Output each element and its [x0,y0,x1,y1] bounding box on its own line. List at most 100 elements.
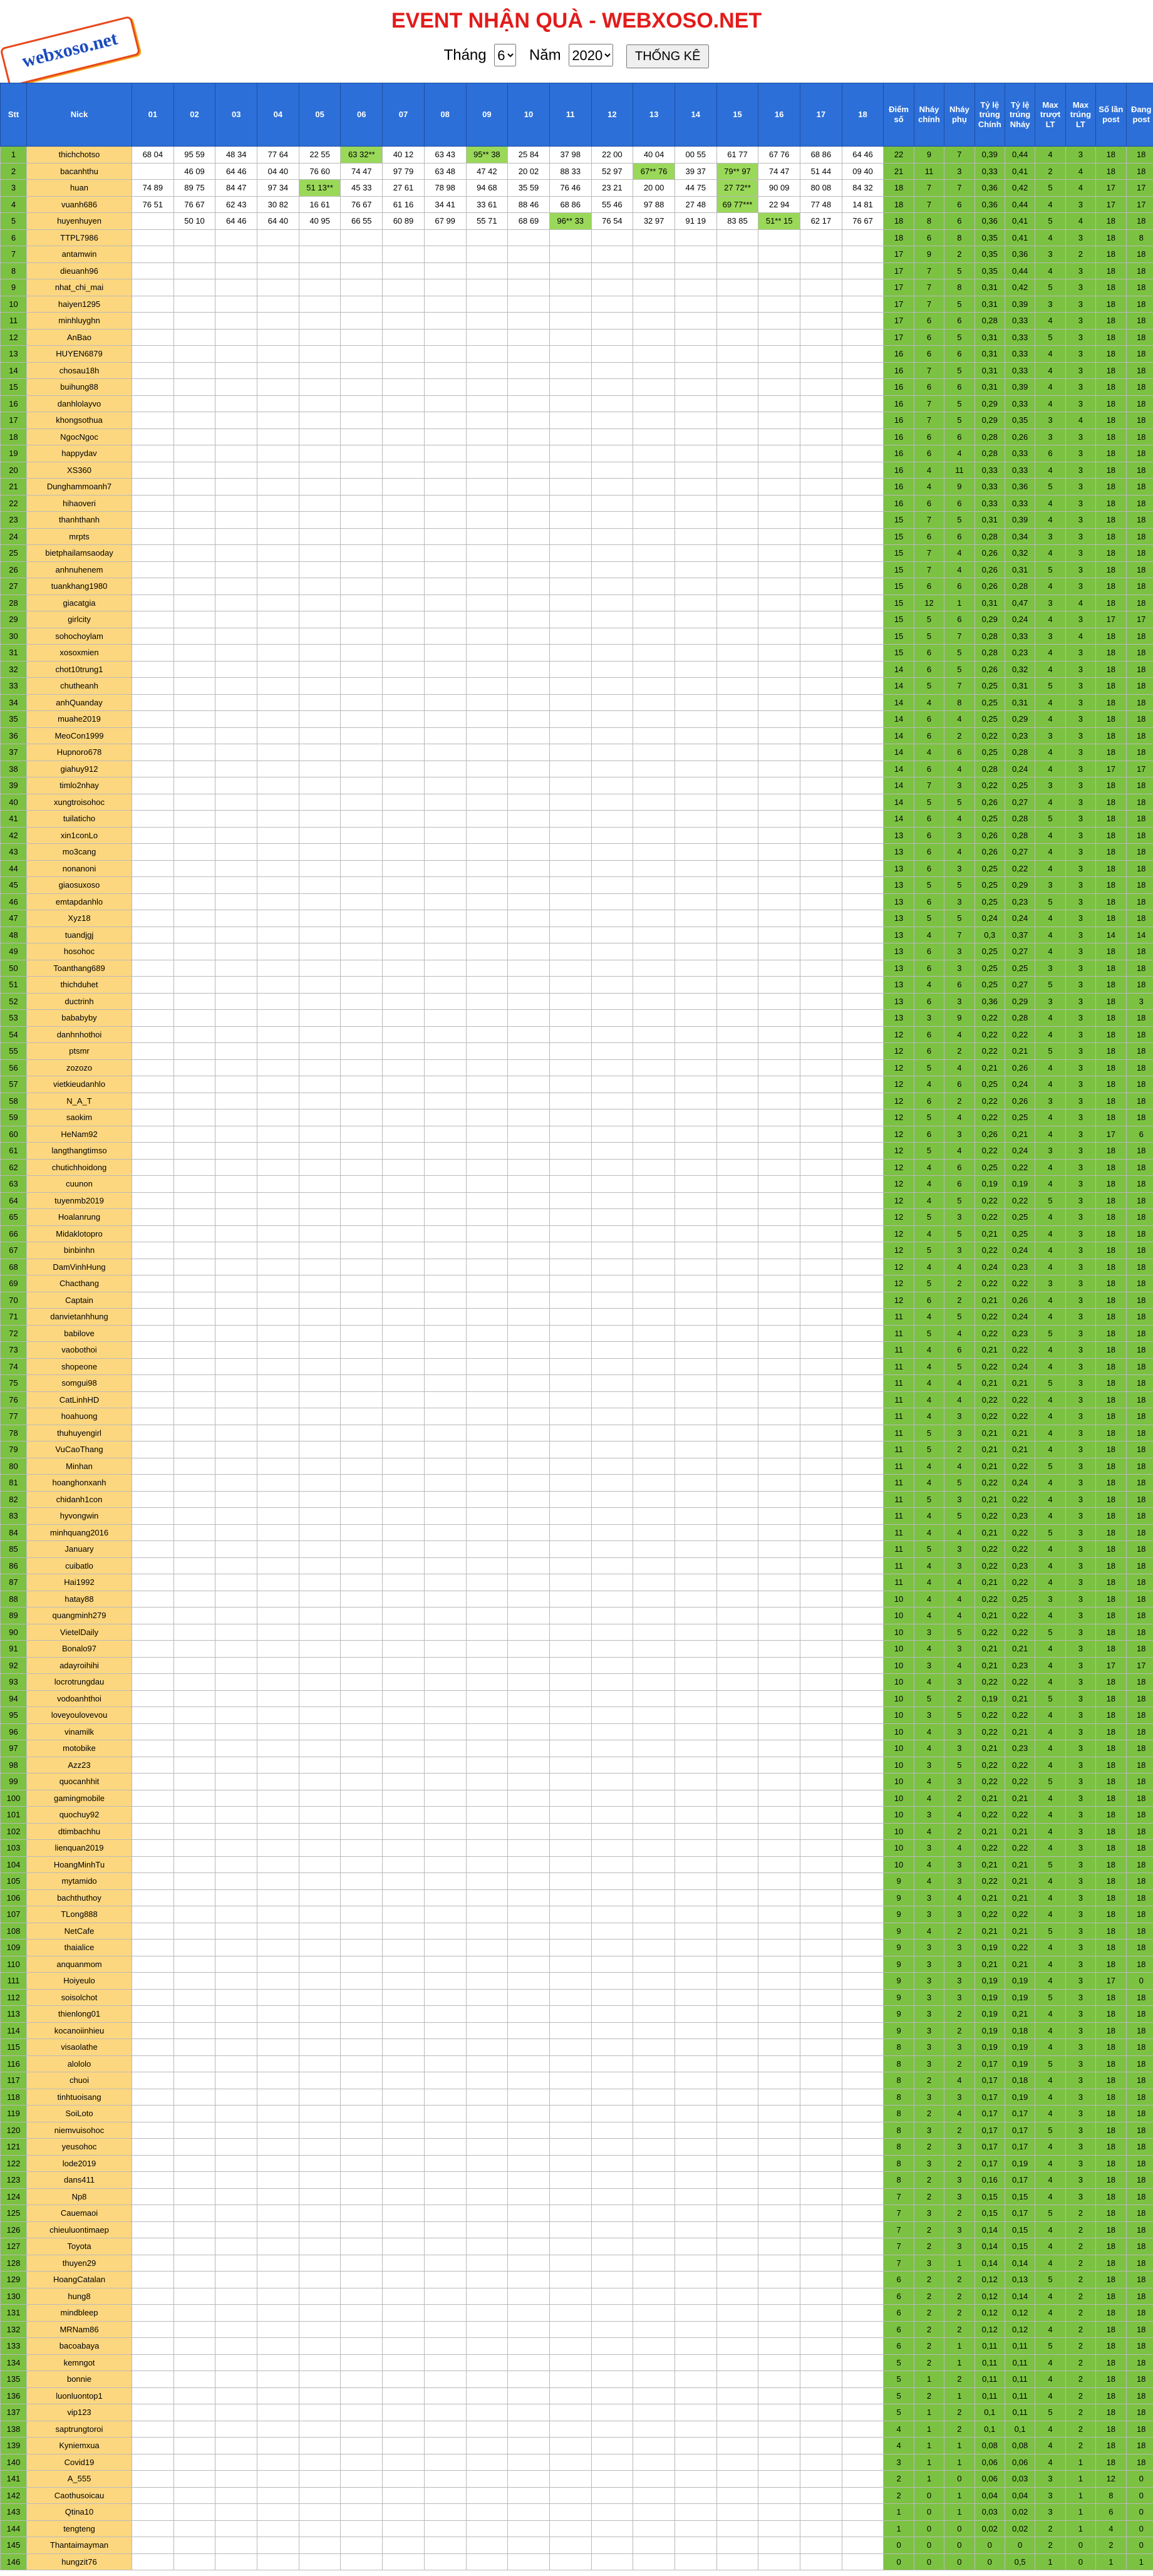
day-cell [800,279,842,296]
stat-cell: 0,26 [1004,1291,1036,1309]
day-cell [173,1441,216,1458]
stat-cell: 0,26 [1004,428,1036,445]
day-cell [841,395,884,412]
day-cell [423,1640,467,1658]
day-cell [340,1906,383,1923]
day-cell [298,1673,341,1691]
day-cell [674,2121,717,2139]
day-cell [633,660,675,678]
day-cell [465,1441,509,1458]
submit-button[interactable]: THỐNG KÊ [626,44,710,68]
day-cell [591,1856,634,1873]
stat-cell: 11 [883,1308,914,1326]
day-cell [382,1706,425,1724]
stat-cell: 11 [883,1557,914,1574]
rank-cell: 23 [0,511,27,529]
day-cell [633,578,675,595]
stat-cell: 11 [883,1424,914,1441]
day-cell [257,1557,299,1574]
nick-cell: lienquan2019 [26,1839,132,1857]
day-cell [132,1955,174,1973]
day-cell [674,1856,717,1873]
stat-cell: 2 [1065,2205,1097,2222]
day-cell [132,1341,174,1359]
year-select[interactable]: 2020 [569,44,614,66]
stat-cell: 3 [944,2088,975,2106]
day-cell: 76 51 [132,195,174,213]
day-cell [758,1623,800,1641]
stat-cell: 0,22 [974,1590,1005,1607]
day-cell [257,1524,299,1541]
day-cell [591,1806,634,1824]
stat-cell: 9 [944,478,975,496]
day-cell [215,2221,258,2238]
nick-cell: HoangMinhTu [26,1856,132,1873]
day-cell [382,1092,425,1109]
day-cell [633,2238,675,2255]
day-cell [465,229,509,246]
day-cell [549,1773,592,1790]
stat-cell: 3 [1035,594,1066,611]
day-cell [132,2486,174,2504]
stat-cell: 8 [883,2154,914,2172]
stat-cell: 0,25 [974,1076,1005,1093]
nick-cell: quochuy92 [26,1806,132,1824]
day-cell [173,992,216,1010]
day-cell [132,361,174,379]
day-cell [591,677,634,695]
stat-cell: 0,22 [974,1026,1005,1043]
stat-cell: 18 [1125,2022,1153,2039]
stat-cell: 0,22 [974,1042,1005,1060]
stat-cell: 0,29 [974,412,1005,429]
day-cell [716,677,759,695]
stat-cell: 18 [1125,693,1153,711]
day-cell: 68 04 [132,146,174,164]
stat-cell: 2 [944,2121,975,2139]
day-cell [800,1673,842,1691]
day-cell [591,428,634,445]
stat-cell: 18 [1125,1524,1153,1541]
day-cell [549,461,592,479]
stat-cell: 12 [1095,2470,1127,2488]
stat-cell: 4 [1035,345,1066,363]
day-cell [215,511,258,529]
day-cell [340,328,383,346]
day-cell [132,1457,174,1475]
day-cell [549,594,592,611]
stat-cell: 15 [883,527,914,545]
day-cell [674,1225,717,1242]
stat-cell: 18 [1095,826,1127,844]
day-cell [633,1076,675,1093]
stat-cell: 3 [1065,527,1097,545]
day-cell [132,1324,174,1342]
day-cell [549,345,592,363]
stat-cell: 0,11 [974,2354,1005,2371]
stat-cell: 3 [1065,1922,1097,1940]
day-cell [132,2055,174,2072]
stat-cell: 4 [1035,1408,1066,1425]
stat-cell: 4 [1035,1175,1066,1193]
day-cell [257,1474,299,1492]
stat-cell: 0,28 [1004,744,1036,761]
stat-cell: 5 [1035,2055,1066,2072]
stat-cell: 2 [883,2470,914,2488]
month-select[interactable]: 6 [494,44,517,66]
day-cell [298,2404,341,2421]
stat-cell: 18 [1095,1706,1127,1724]
day-cell [591,561,634,578]
stat-cell: 8 [883,2138,914,2156]
day-cell [549,262,592,279]
table-row: 13 HUYEN6879 16 6 6 0,31 0,33 4 3 18 18 [0,345,1153,363]
day-cell [423,926,467,943]
rank-cell: 94 [0,1690,27,1707]
day-cell [173,1374,216,1392]
day-cell [298,1258,341,1275]
day-cell [132,2038,174,2056]
stat-cell: 18 [1095,660,1127,678]
day-cell [716,1789,759,1807]
day-cell [465,1408,509,1425]
day-cell [298,2205,341,2222]
day-cell [841,527,884,545]
nick-cell: giaosuxoso [26,876,132,894]
day-cell [591,1557,634,1574]
